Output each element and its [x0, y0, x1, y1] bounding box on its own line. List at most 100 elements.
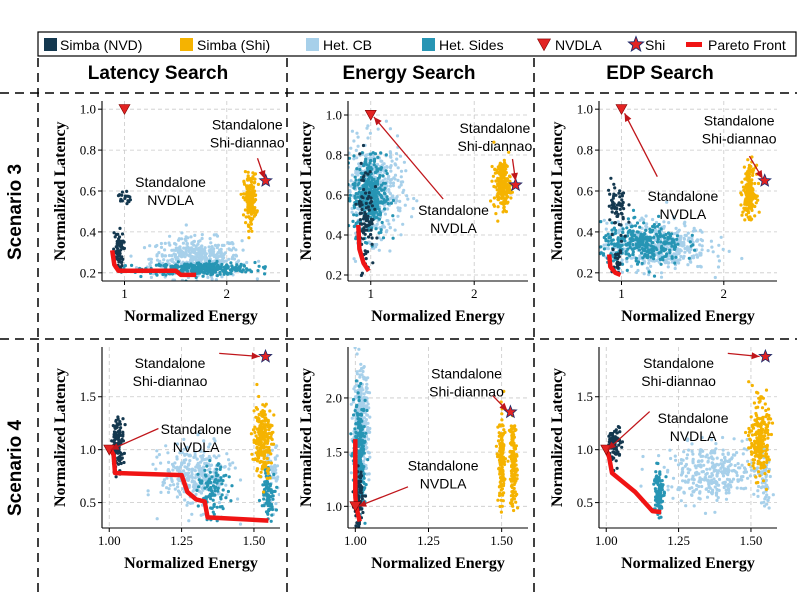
point-shi: [249, 432, 253, 436]
point-nvd: [118, 193, 122, 197]
point-cb: [378, 180, 382, 184]
point-nvd: [609, 176, 613, 180]
y-axis-label: Normalized Latency: [52, 121, 69, 260]
point-sides: [380, 188, 384, 192]
point-nvd: [366, 214, 370, 218]
point-cb: [195, 255, 199, 259]
point-shi: [257, 474, 261, 478]
point-cb: [399, 169, 404, 173]
point-cb: [209, 463, 214, 467]
point-shi: [246, 188, 250, 192]
point-sides: [354, 430, 358, 434]
point-cb: [727, 249, 731, 253]
point-nvd: [113, 235, 117, 239]
point-shi: [746, 171, 750, 175]
point-sides: [381, 201, 385, 205]
point-sides: [648, 230, 652, 234]
point-shi: [739, 203, 743, 207]
point-nvd: [360, 207, 364, 212]
point-nvd: [369, 232, 373, 237]
point-sides: [362, 488, 366, 492]
point-sides: [631, 208, 636, 212]
point-sides: [645, 235, 650, 239]
point-cb: [388, 225, 392, 230]
point-nvd: [360, 222, 364, 226]
point-sides: [211, 484, 216, 488]
point-sides: [631, 243, 635, 247]
point-shi: [242, 192, 246, 196]
point-sides: [264, 510, 269, 514]
point-cb: [686, 263, 690, 267]
point-sides: [637, 244, 641, 248]
point-shi: [506, 200, 510, 204]
point-cb: [200, 468, 204, 472]
point-sides: [361, 480, 366, 484]
point-nvd: [122, 240, 126, 244]
point-shi: [263, 460, 267, 464]
point-cb: [606, 247, 611, 251]
point-sides: [599, 252, 602, 256]
point-sides: [356, 195, 360, 199]
point-shi: [264, 449, 268, 453]
point-nvd: [116, 417, 120, 421]
point-nvd: [114, 245, 118, 249]
point-shi: [509, 196, 513, 200]
point-cb: [620, 258, 624, 262]
point-shi: [743, 218, 747, 222]
point-cb: [245, 283, 248, 286]
point-sides: [652, 274, 657, 278]
point-sides: [266, 500, 270, 504]
point-sides: [354, 192, 358, 196]
point-cb: [190, 512, 194, 516]
point-shi: [740, 213, 744, 217]
point-sides: [369, 184, 373, 189]
point-cb: [184, 246, 188, 250]
point-cb: [177, 478, 181, 483]
point-sides: [368, 180, 372, 184]
point-nvd: [117, 440, 121, 444]
point-shi: [262, 490, 266, 494]
point-shi: [502, 158, 506, 162]
point-cb: [677, 261, 681, 265]
annotation-text: Standalone NVDLA: [135, 174, 206, 208]
point-shi: [756, 181, 761, 186]
point-sides: [610, 221, 614, 225]
point-shi: [496, 165, 500, 169]
point-cb: [202, 248, 206, 252]
point-shi: [750, 208, 754, 212]
point-sides: [676, 242, 680, 246]
point-sides: [377, 231, 381, 235]
point-sides: [661, 234, 666, 238]
point-sides: [210, 506, 214, 510]
point-shi: [743, 201, 747, 205]
point-cb: [186, 284, 189, 287]
point-cb: [350, 416, 354, 420]
point-cb: [647, 261, 651, 265]
point-nvd: [364, 257, 368, 261]
point-shi: [749, 187, 753, 191]
point-sides: [229, 261, 233, 265]
point-cb: [352, 257, 356, 261]
point-cb: [682, 222, 686, 226]
point-cb: [222, 252, 226, 256]
legend-label: Simba (Shi): [197, 37, 270, 53]
point-cb: [191, 501, 195, 505]
point-shi: [742, 165, 747, 169]
point-cb: [366, 136, 370, 140]
row-title-scenario-3: Scenario 3: [5, 164, 26, 260]
point-cb: [217, 254, 221, 259]
point-cb: [692, 226, 696, 230]
point-cb: [222, 465, 226, 469]
point-shi: [244, 221, 248, 225]
point-sides: [376, 191, 381, 195]
point-cb: [193, 450, 197, 454]
point-sides: [257, 498, 262, 503]
point-shi: [506, 195, 510, 199]
point-shi: [500, 412, 504, 416]
point-cb: [415, 199, 419, 203]
point-nvd: [358, 218, 362, 222]
point-sides: [611, 259, 616, 263]
point-shi: [744, 213, 749, 217]
point-cb: [184, 235, 188, 239]
point-cb: [666, 265, 670, 269]
